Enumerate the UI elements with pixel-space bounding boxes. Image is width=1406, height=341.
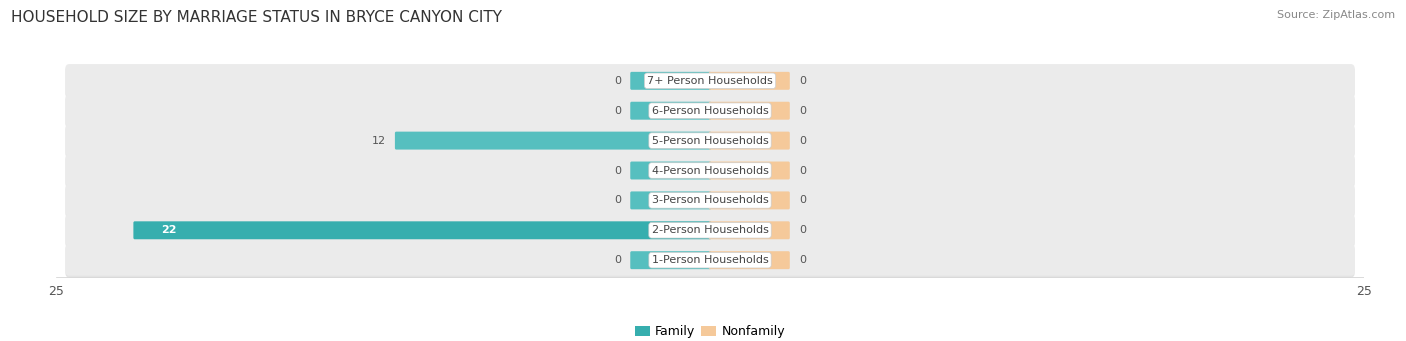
FancyBboxPatch shape: [66, 216, 1354, 248]
Text: HOUSEHOLD SIZE BY MARRIAGE STATUS IN BRYCE CANYON CITY: HOUSEHOLD SIZE BY MARRIAGE STATUS IN BRY…: [11, 10, 502, 25]
Text: Source: ZipAtlas.com: Source: ZipAtlas.com: [1277, 10, 1395, 20]
Text: 2-Person Households: 2-Person Households: [651, 225, 769, 235]
Text: 0: 0: [614, 255, 621, 265]
Text: 0: 0: [799, 255, 806, 265]
FancyBboxPatch shape: [134, 221, 711, 239]
Text: 0: 0: [614, 106, 621, 116]
FancyBboxPatch shape: [66, 154, 1354, 186]
Text: 0: 0: [799, 76, 806, 86]
FancyBboxPatch shape: [709, 102, 790, 120]
FancyBboxPatch shape: [395, 132, 711, 150]
Text: 5-Person Households: 5-Person Households: [651, 136, 769, 146]
FancyBboxPatch shape: [66, 186, 1354, 218]
Text: 7+ Person Households: 7+ Person Households: [647, 76, 773, 86]
FancyBboxPatch shape: [66, 245, 1354, 278]
Text: 22: 22: [160, 225, 176, 235]
Text: 3-Person Households: 3-Person Households: [651, 195, 769, 205]
Text: 0: 0: [799, 195, 806, 205]
FancyBboxPatch shape: [709, 221, 790, 239]
FancyBboxPatch shape: [630, 251, 711, 269]
FancyBboxPatch shape: [630, 102, 711, 120]
FancyBboxPatch shape: [66, 125, 1354, 158]
Text: 0: 0: [799, 165, 806, 176]
FancyBboxPatch shape: [709, 251, 790, 269]
Text: 6-Person Households: 6-Person Households: [651, 106, 769, 116]
FancyBboxPatch shape: [66, 124, 1354, 156]
FancyBboxPatch shape: [66, 213, 1354, 246]
Text: 0: 0: [799, 136, 806, 146]
FancyBboxPatch shape: [66, 155, 1354, 188]
FancyBboxPatch shape: [66, 243, 1354, 276]
FancyBboxPatch shape: [66, 184, 1354, 216]
FancyBboxPatch shape: [66, 66, 1354, 98]
FancyBboxPatch shape: [66, 96, 1354, 128]
FancyBboxPatch shape: [630, 72, 711, 90]
FancyBboxPatch shape: [709, 191, 790, 209]
FancyBboxPatch shape: [630, 191, 711, 209]
Text: 0: 0: [614, 76, 621, 86]
Text: 4-Person Households: 4-Person Households: [651, 165, 769, 176]
FancyBboxPatch shape: [66, 94, 1354, 126]
Text: 0: 0: [614, 195, 621, 205]
Text: 1-Person Households: 1-Person Households: [651, 255, 769, 265]
FancyBboxPatch shape: [66, 64, 1354, 97]
FancyBboxPatch shape: [709, 162, 790, 179]
Text: 0: 0: [614, 165, 621, 176]
FancyBboxPatch shape: [709, 132, 790, 150]
Text: 0: 0: [799, 225, 806, 235]
Text: 0: 0: [799, 106, 806, 116]
FancyBboxPatch shape: [630, 162, 711, 179]
FancyBboxPatch shape: [709, 72, 790, 90]
Text: 12: 12: [371, 136, 385, 146]
Legend: Family, Nonfamily: Family, Nonfamily: [630, 320, 790, 341]
